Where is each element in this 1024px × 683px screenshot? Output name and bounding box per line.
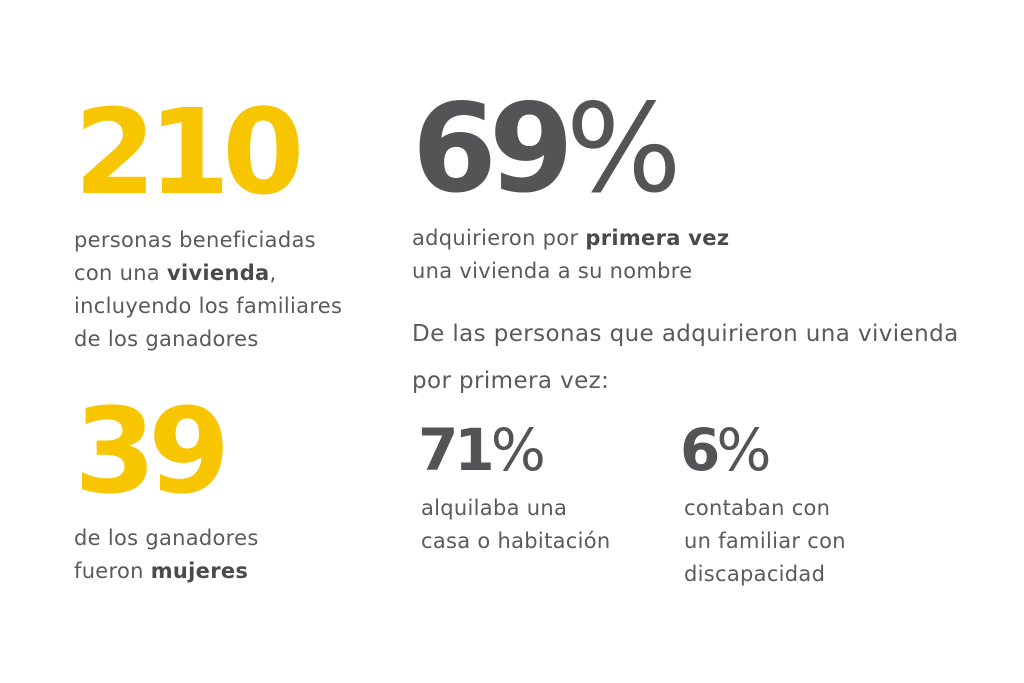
subsection-line1: De las personas que adquirieron una vivi… (412, 321, 959, 347)
stat-210-line2: con una vivienda, (74, 261, 277, 285)
stat-39-description: de los ganadores fueron mujeres (74, 522, 259, 588)
stat-6-number: 6% (680, 416, 771, 484)
stat-6-description: contaban con un familiar con discapacida… (684, 492, 846, 591)
stat-71-description: alquilaba una casa o habitación (421, 492, 611, 558)
stat-71-line1: alquilaba una (421, 496, 568, 520)
stat-6-line2: un familiar con (684, 529, 846, 553)
subsection-line2: por primera vez: (412, 368, 610, 394)
stat-71-number: 71% (418, 416, 546, 484)
stat-69-line1: adquirieron por primera vez (412, 226, 730, 250)
stat-210-number: 210 (74, 83, 304, 221)
stat-6-line1: contaban con (684, 496, 831, 520)
stat-69-number: 69% (412, 78, 682, 220)
stat-6-line3: discapacidad (684, 562, 826, 586)
stat-210-description: personas beneficiadas con una vivienda, … (74, 224, 342, 356)
stat-69-description: adquirieron por primera vez una vivienda… (412, 222, 729, 288)
stat-210-line1: personas beneficiadas (74, 228, 316, 252)
stat-71-line2: casa o habitación (421, 529, 611, 553)
stat-210-line3: incluyendo los familiares (74, 294, 343, 318)
stat-39-line1: de los ganadores (74, 526, 259, 550)
stat-210-line4: de los ganadores (74, 327, 259, 351)
stat-39-line2: fueron mujeres (74, 559, 249, 583)
stat-69-line2: una vivienda a su nombre (412, 259, 693, 283)
subsection-heading: De las personas que adquirieron una vivi… (412, 311, 959, 405)
stat-39-number: 39 (74, 382, 230, 520)
